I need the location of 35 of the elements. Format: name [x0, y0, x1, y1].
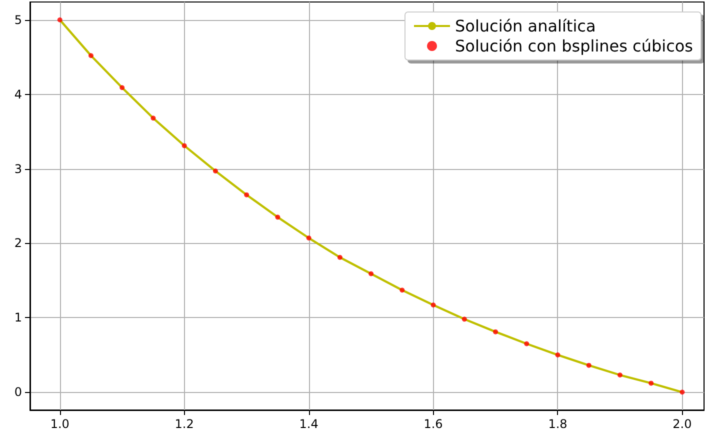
point [400, 288, 405, 293]
point [617, 372, 622, 378]
point [648, 380, 654, 386]
x-tick-label: 1.4 [299, 417, 318, 431]
point [57, 17, 62, 22]
point [244, 192, 250, 198]
y-tick-label: 2 [14, 236, 22, 250]
y-tick-label: 0 [14, 385, 22, 400]
point [680, 390, 685, 395]
point [493, 329, 498, 334]
point [182, 143, 187, 148]
point [337, 254, 342, 260]
x-tick-label: 2.0 [672, 417, 692, 431]
x-tick-label: 1.8 [548, 417, 568, 431]
y-tick-label: 1 [14, 310, 22, 325]
point [275, 214, 280, 220]
y-tick-label: 4 [14, 87, 22, 102]
point [524, 341, 530, 346]
point [150, 116, 156, 121]
point [212, 168, 218, 174]
point [586, 362, 592, 368]
point [430, 302, 436, 308]
x-tick-label: 1.0 [50, 417, 70, 431]
point [88, 53, 94, 58]
legend-label: Solución analítica [454, 16, 596, 36]
point [555, 352, 560, 358]
x-tick-label: 1.2 [174, 417, 194, 431]
point [120, 85, 125, 90]
point [368, 271, 374, 276]
point [306, 236, 312, 241]
y-tick-label: 5 [14, 12, 22, 27]
legend-label: Solución con bsplines cúbicos [454, 36, 694, 56]
y-tick-label: 3 [14, 162, 22, 176]
point [462, 316, 467, 322]
x-tick-label: 1.6 [424, 417, 443, 431]
